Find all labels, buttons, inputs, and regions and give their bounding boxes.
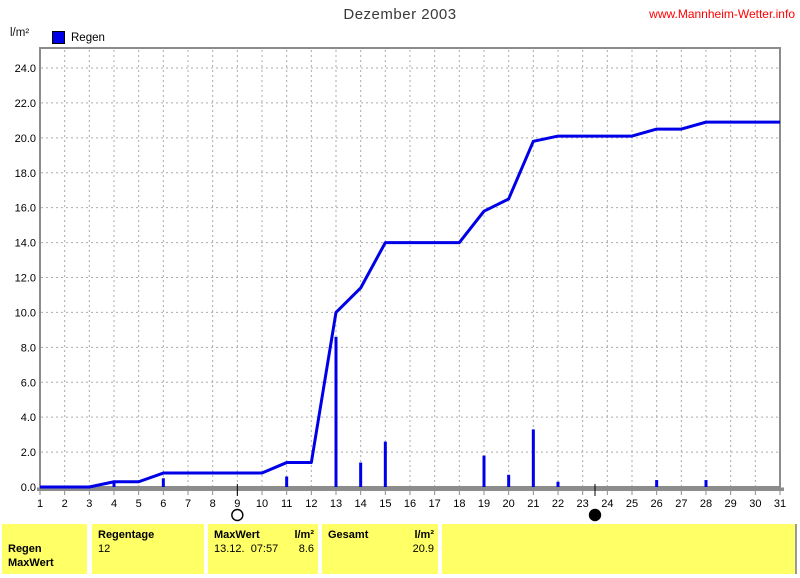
svg-text:20: 20	[503, 498, 515, 510]
svg-text:29: 29	[725, 498, 737, 510]
svg-text:15: 15	[379, 498, 391, 510]
svg-text:4: 4	[111, 498, 117, 510]
table-gesamt-cell: Gesamt l/m² 20.9	[322, 524, 438, 574]
gesamt-value: 20.9	[412, 543, 434, 555]
svg-text:6.0: 6.0	[21, 377, 36, 389]
svg-text:0.0: 0.0	[21, 482, 36, 494]
row-label-maxwert: MaxWert	[8, 557, 54, 569]
legend-label: Regen	[71, 31, 105, 44]
svg-text:28: 28	[700, 498, 712, 510]
svg-text:26: 26	[651, 498, 663, 510]
svg-text:14.0: 14.0	[15, 238, 36, 250]
svg-text:20.0: 20.0	[15, 133, 36, 145]
svg-text:16: 16	[404, 498, 416, 510]
svg-text:24: 24	[601, 498, 613, 510]
svg-text:24.0: 24.0	[15, 63, 36, 75]
svg-text:27: 27	[675, 498, 687, 510]
svg-text:12.0: 12.0	[15, 273, 36, 285]
maxwert-datetime: 13.12. 07:57	[214, 543, 279, 555]
svg-text:2: 2	[62, 498, 68, 510]
maxwert-amount: 8.6	[298, 543, 314, 555]
svg-text:10.0: 10.0	[15, 307, 36, 319]
svg-text:31: 31	[774, 498, 786, 510]
row-label-regen: Regen	[8, 543, 42, 555]
svg-text:11: 11	[281, 498, 292, 510]
maxwert-unit-header: l/m²	[294, 529, 314, 541]
svg-text:16.0: 16.0	[15, 203, 36, 215]
regentage-header: Regentage	[98, 529, 155, 541]
svg-text:22: 22	[552, 498, 564, 510]
svg-text:19: 19	[478, 498, 490, 510]
table-row-labels-cell: Regen MaxWert	[2, 524, 87, 574]
summary-table: Regen MaxWert Regentage 12 MaxWert l/m² …	[0, 524, 800, 574]
svg-text:14: 14	[355, 498, 367, 510]
page-title: Dezember 2003	[343, 6, 457, 23]
table-maxwert-cell: MaxWert l/m² 13.12. 07:57 8.6	[208, 524, 318, 574]
regentage-value: 12	[98, 543, 111, 555]
svg-text:12: 12	[305, 498, 317, 510]
website-link[interactable]: www.Mannheim-Wetter.info	[649, 7, 795, 21]
maxwert-header: MaxWert	[214, 529, 260, 541]
table-regentage-cell: Regentage 12	[92, 524, 204, 574]
svg-text:18.0: 18.0	[15, 168, 36, 180]
svg-text:23: 23	[577, 498, 589, 510]
svg-text:9: 9	[234, 498, 240, 510]
svg-text:21: 21	[527, 498, 539, 510]
rain-chart: 0.0 2.0 4.0 6.0 8.0 10.0 12.0 14.0 16.0 18.0 20.0 2…	[15, 47, 786, 522]
y-axis-unit-label: l/m²	[10, 27, 30, 39]
svg-text:3: 3	[86, 498, 92, 510]
svg-text:22.0: 22.0	[15, 98, 36, 110]
svg-text:4.0: 4.0	[21, 412, 36, 424]
svg-text:2.0: 2.0	[21, 447, 36, 459]
svg-text:8.0: 8.0	[21, 342, 36, 354]
table-empty-cell	[442, 524, 797, 574]
svg-text:10: 10	[256, 498, 268, 510]
svg-text:8: 8	[210, 498, 216, 510]
gesamt-unit-header: l/m²	[414, 529, 434, 541]
svg-text:25: 25	[626, 498, 638, 510]
svg-text:1: 1	[37, 498, 43, 510]
chart-legend: Regen	[52, 31, 105, 44]
svg-text:18: 18	[453, 498, 465, 510]
svg-text:7: 7	[185, 498, 191, 510]
svg-text:6: 6	[160, 498, 166, 510]
svg-text:13: 13	[330, 498, 342, 510]
svg-text:17: 17	[429, 498, 441, 510]
regen-legend-swatch-icon	[52, 31, 65, 44]
svg-text:30: 30	[749, 498, 761, 510]
svg-text:5: 5	[136, 498, 142, 510]
gesamt-header: Gesamt	[328, 529, 369, 541]
